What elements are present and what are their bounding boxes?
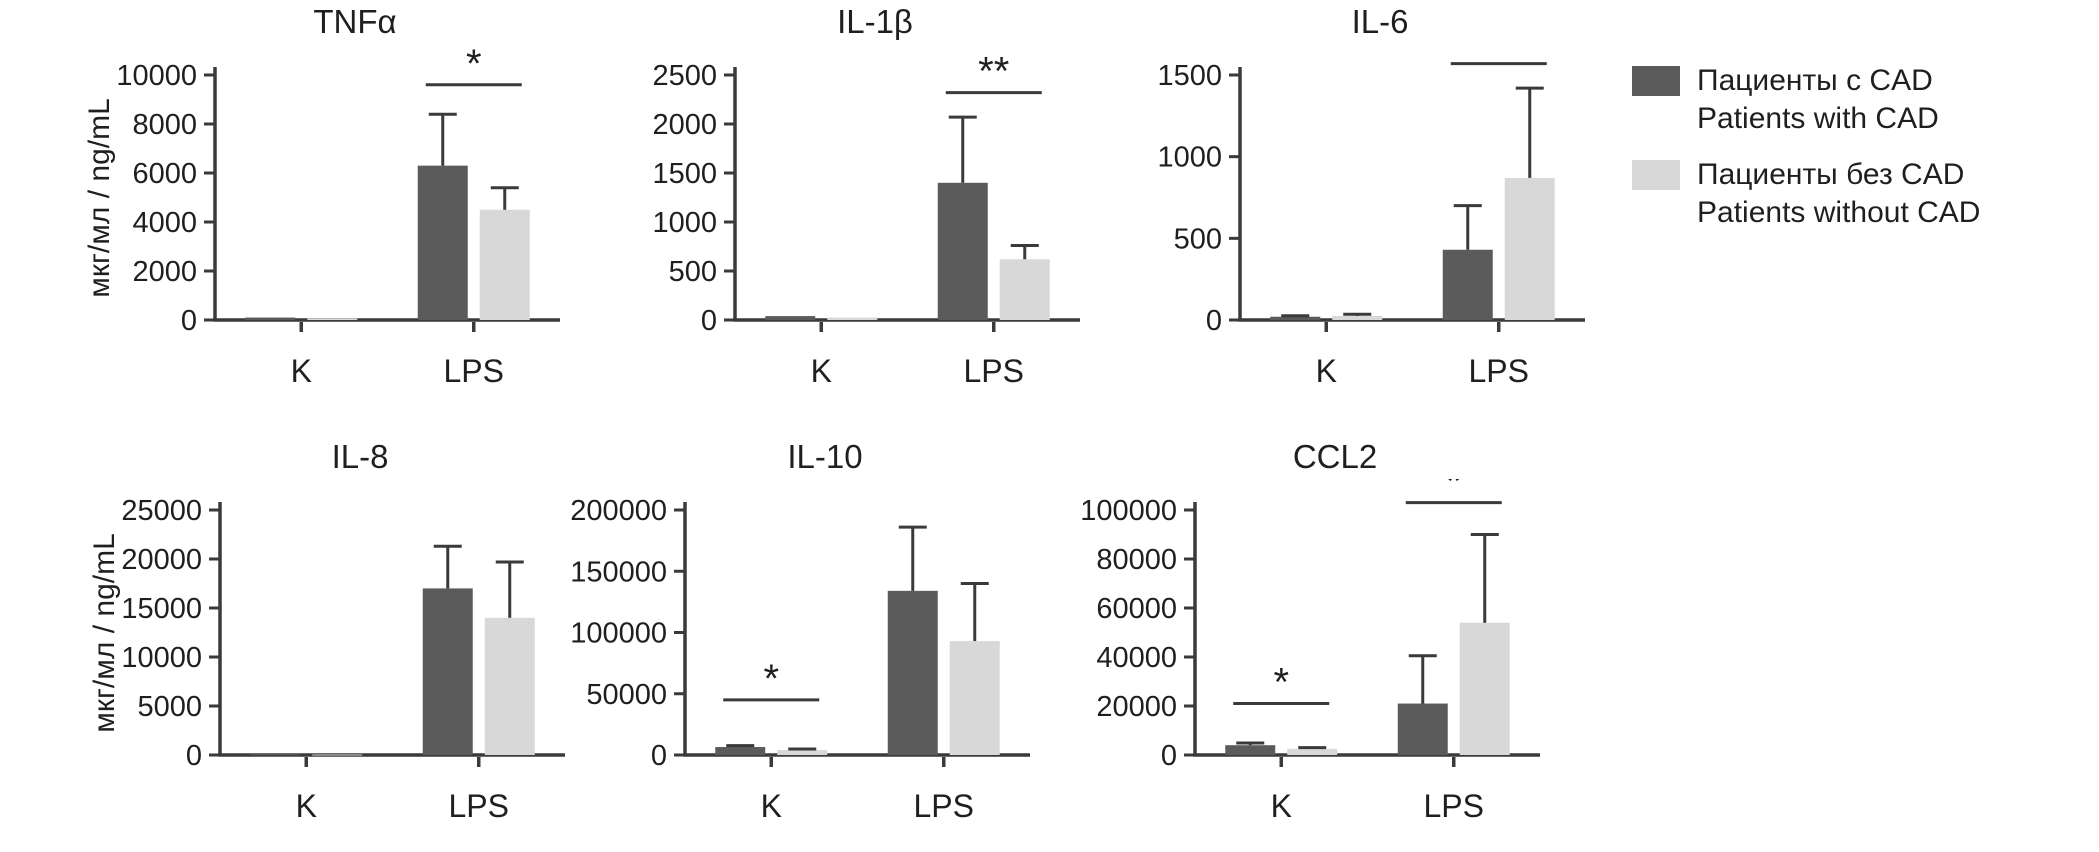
svg-text:100000: 100000 [570, 618, 667, 650]
svg-text:LPS: LPS [964, 353, 1024, 389]
svg-text:10000: 10000 [116, 60, 197, 92]
svg-text:K: K [291, 353, 312, 389]
svg-text:200000: 200000 [570, 495, 667, 527]
svg-text:10000: 10000 [121, 642, 202, 674]
il1b-plot-area: 0 500 1000 1500 2000 2500 K LPS ** [652, 50, 1080, 389]
legend-label-without-cad: Пациенты без CAD Patients without CAD [1697, 156, 1980, 232]
chart-il10: IL-10 0 50000 100000 150000 200000 K LPS * [525, 435, 1045, 835]
chart-title-il8: IL-8 [331, 438, 389, 475]
svg-text:0: 0 [701, 305, 717, 337]
svg-text:500: 500 [1174, 223, 1222, 255]
svg-text:6000: 6000 [132, 158, 197, 190]
svg-text:1500: 1500 [1157, 60, 1222, 92]
svg-text:**: ** [978, 50, 1009, 94]
svg-text:20000: 20000 [1096, 691, 1177, 723]
svg-text:2000: 2000 [652, 109, 717, 141]
chart-il1b: IL-1β 0 500 1000 1500 2000 2500 K LPS ** [575, 0, 1095, 400]
svg-text:LPS: LPS [914, 788, 974, 824]
chart-title-ccl2: CCL2 [1292, 438, 1378, 475]
svg-text:0: 0 [1206, 305, 1222, 337]
svg-text:80000: 80000 [1096, 544, 1177, 576]
svg-text:K: K [1316, 353, 1337, 389]
svg-text:LPS: LPS [449, 788, 509, 824]
svg-text:1000: 1000 [1157, 142, 1222, 174]
chart-title-il10: IL-10 [787, 438, 863, 475]
legend-label-ru: Пациенты без CAD [1697, 158, 1965, 191]
svg-text:15000: 15000 [121, 593, 202, 625]
svg-text:25000: 25000 [121, 495, 202, 527]
svg-text:500: 500 [669, 256, 717, 288]
ccl2-plot-area: 0 20000 40000 60000 80000 100000 K LPS * * [1080, 479, 1540, 824]
svg-text:*: * [1491, 44, 1507, 65]
chart-tnfa: TNFα мкг/мл / ng/mL 0 2000 4000 6000 8000 100… [55, 0, 575, 400]
svg-text:5000: 5000 [137, 691, 202, 723]
il6-plot-area: 0 500 1000 1500 K LPS * [1157, 44, 1585, 389]
il8-plot-area: 0 5000 10000 15000 20000 25000 K LPS [121, 495, 565, 824]
legend-item-without-cad: Пациенты без CAD Patients without CAD [1632, 156, 2092, 232]
svg-text:LPS: LPS [1424, 788, 1484, 824]
chart-il6: IL-6 0 500 1000 1500 K LPS * [1080, 0, 1600, 400]
svg-text:*: * [763, 657, 779, 701]
svg-text:60000: 60000 [1096, 593, 1177, 625]
svg-text:K: K [761, 788, 782, 824]
tnfa-plot-area: 0 2000 4000 6000 8000 10000 K LPS * [116, 44, 560, 389]
svg-text:K: K [1271, 788, 1292, 824]
svg-text:2000: 2000 [132, 256, 197, 288]
svg-text:LPS: LPS [444, 353, 504, 389]
chart-title-tnfa: TNFα [313, 3, 397, 40]
svg-text:*: * [1273, 661, 1289, 705]
svg-text:2500: 2500 [652, 60, 717, 92]
svg-text:1500: 1500 [652, 158, 717, 190]
svg-text:100000: 100000 [1080, 495, 1177, 527]
svg-text:*: * [1446, 479, 1462, 504]
svg-text:0: 0 [1161, 740, 1177, 772]
svg-text:0: 0 [651, 740, 667, 772]
legend-label-en: Patients without CAD [1697, 196, 1981, 229]
il10-plot-area: 0 50000 100000 150000 200000 K LPS * [570, 495, 1030, 824]
svg-text:0: 0 [186, 740, 202, 772]
legend-label-ru: Пациенты с CAD [1697, 64, 1933, 97]
chart-title-il6: IL-6 [1351, 3, 1409, 40]
svg-text:20000: 20000 [121, 544, 202, 576]
svg-text:8000: 8000 [132, 109, 197, 141]
svg-text:40000: 40000 [1096, 642, 1177, 674]
svg-text:0: 0 [181, 305, 197, 337]
legend-swatch-with-cad [1632, 66, 1680, 96]
svg-text:LPS: LPS [1469, 353, 1529, 389]
chart-ccl2: CCL2 0 20000 40000 60000 80000 100000 K LPS * * [1035, 435, 1555, 835]
chart-title-il1b: IL-1β [837, 3, 913, 40]
svg-text:50000: 50000 [586, 679, 667, 711]
svg-text:1000: 1000 [652, 207, 717, 239]
svg-text:K: K [811, 353, 832, 389]
legend-label-with-cad: Пациенты с CAD Patients with CAD [1697, 62, 1939, 138]
legend-label-en: Patients with CAD [1697, 102, 1939, 135]
legend-swatch-without-cad [1632, 160, 1680, 190]
chart-il8: IL-8 мкг/мл / ng/mL 0 5000 10000 15000 20000… [60, 435, 580, 835]
svg-text:150000: 150000 [570, 556, 667, 588]
legend-item-with-cad: Пациенты с CAD Patients with CAD [1632, 62, 2092, 138]
svg-text:K: K [296, 788, 317, 824]
svg-text:4000: 4000 [132, 207, 197, 239]
legend: Пациенты с CAD Patients with CAD Пациент… [1632, 62, 2092, 250]
svg-text:*: * [466, 44, 482, 86]
